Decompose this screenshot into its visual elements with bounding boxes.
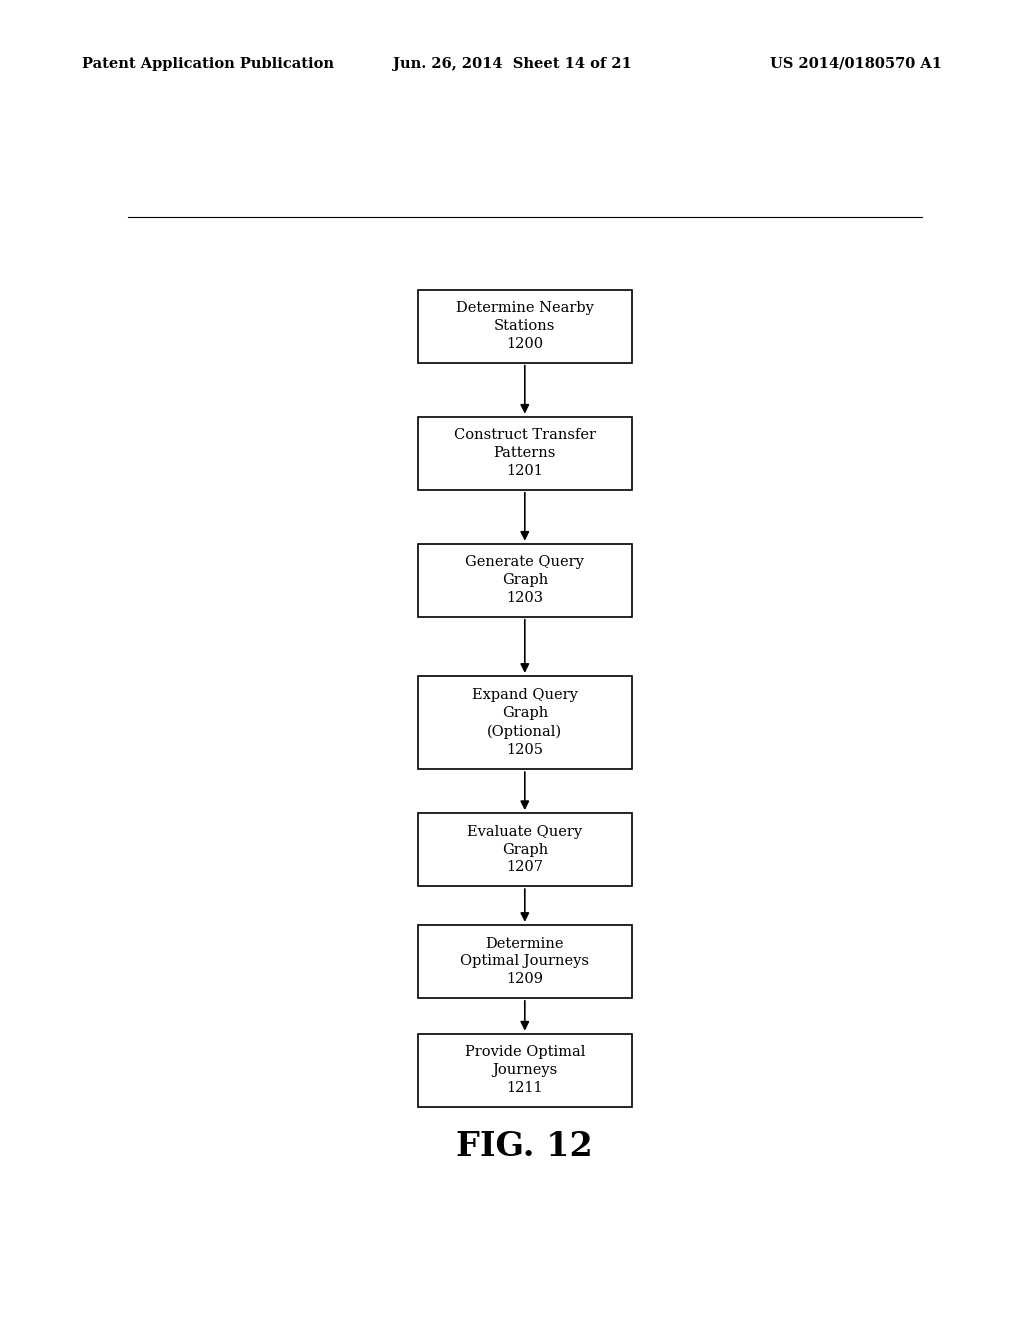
- FancyBboxPatch shape: [418, 289, 632, 363]
- FancyBboxPatch shape: [418, 813, 632, 886]
- Text: Determine
Optimal Journeys
1209: Determine Optimal Journeys 1209: [461, 936, 589, 986]
- FancyBboxPatch shape: [418, 417, 632, 490]
- FancyBboxPatch shape: [418, 544, 632, 616]
- Text: Expand Query
Graph
(Optional)
1205: Expand Query Graph (Optional) 1205: [472, 689, 578, 756]
- Text: Determine Nearby
Stations
1200: Determine Nearby Stations 1200: [456, 301, 594, 351]
- FancyBboxPatch shape: [418, 676, 632, 770]
- FancyBboxPatch shape: [418, 925, 632, 998]
- Text: Evaluate Query
Graph
1207: Evaluate Query Graph 1207: [467, 825, 583, 874]
- FancyBboxPatch shape: [418, 1034, 632, 1106]
- Text: Construct Transfer
Patterns
1201: Construct Transfer Patterns 1201: [454, 428, 596, 478]
- Text: Jun. 26, 2014  Sheet 14 of 21: Jun. 26, 2014 Sheet 14 of 21: [392, 57, 632, 71]
- Text: FIG. 12: FIG. 12: [457, 1130, 593, 1163]
- Text: US 2014/0180570 A1: US 2014/0180570 A1: [770, 57, 942, 71]
- Text: Generate Query
Graph
1203: Generate Query Graph 1203: [465, 556, 585, 605]
- Text: Provide Optimal
Journeys
1211: Provide Optimal Journeys 1211: [465, 1045, 585, 1096]
- Text: Patent Application Publication: Patent Application Publication: [82, 57, 334, 71]
